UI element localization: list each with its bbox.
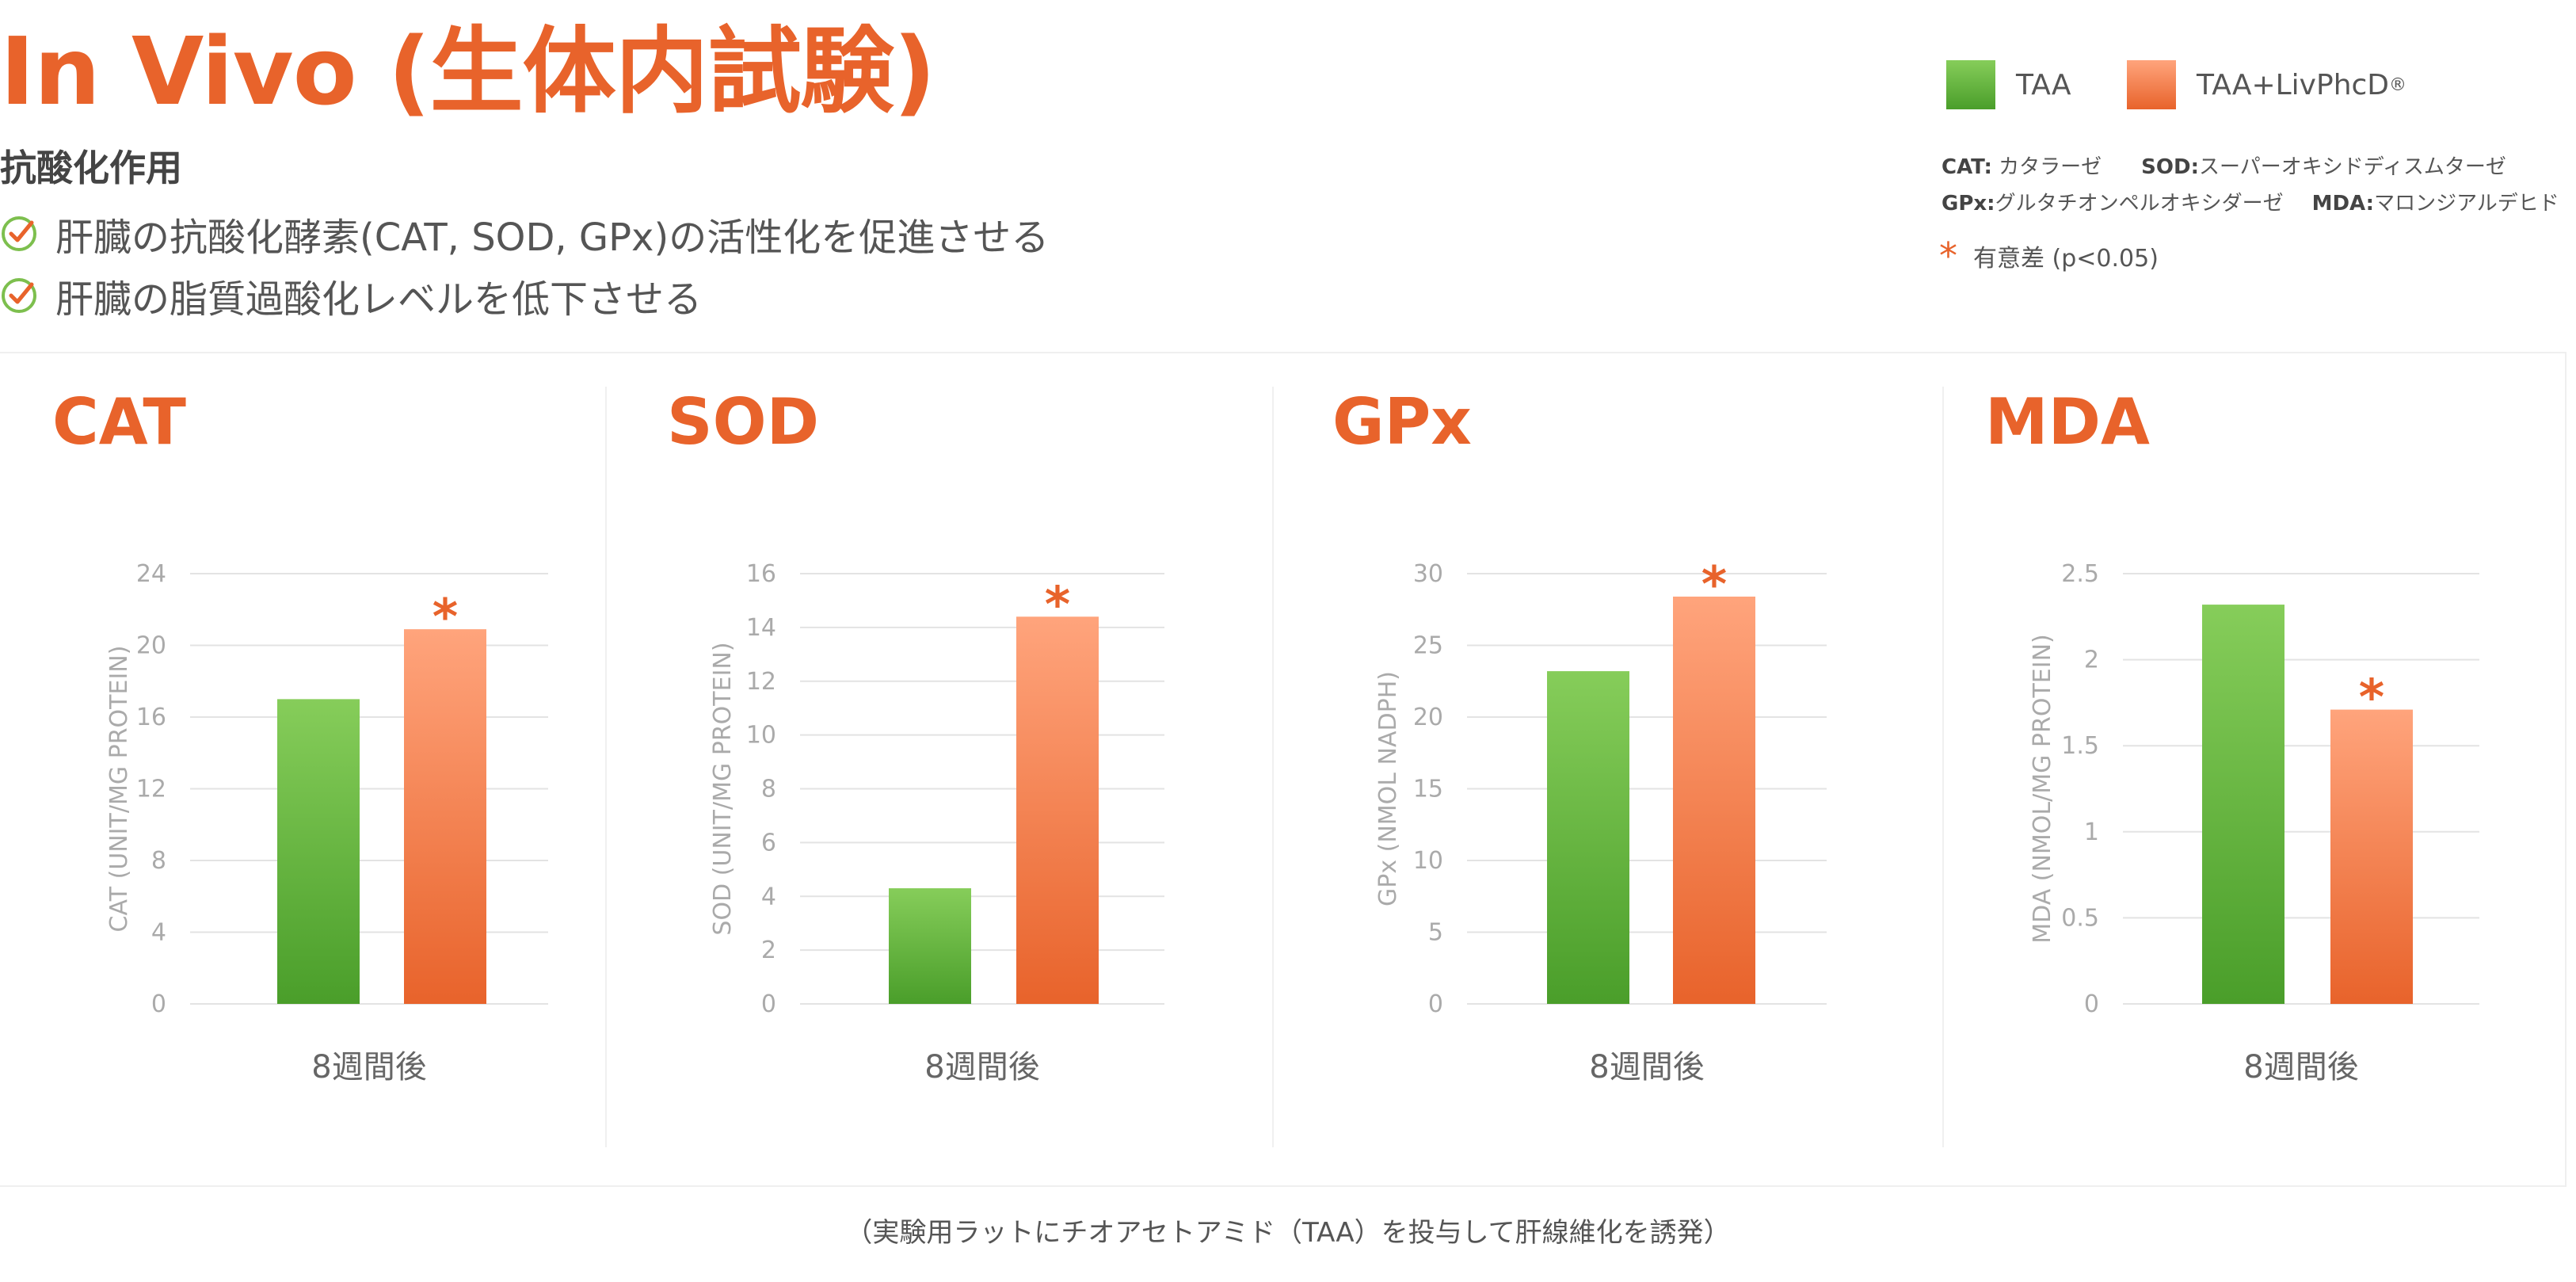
y-tick-label: 15 <box>1413 776 1443 803</box>
x-category-label: 8週間後 <box>311 1049 426 1086</box>
abbreviation-line: CAT: カタラーゼ SOD:スーパーオキシドディスムターゼ <box>1942 151 2506 180</box>
y-tick-label: 25 <box>1413 632 1443 660</box>
significance-text: 有意差 (p<0.05) <box>1973 245 2159 273</box>
bar-taa-livphcd <box>1673 596 1755 1004</box>
abbr-key: GPx: <box>1942 192 1995 216</box>
page-title: In Vivo (生体内試験) <box>0 17 936 126</box>
y-axis-label: MDA (NMOL/MG PROTEIN) <box>2029 634 2056 943</box>
bar-taa-livphcd <box>2330 709 2413 1004</box>
legend-label: TAA+LivPhcD <box>2197 68 2390 101</box>
significance-note: * 有意差 (p<0.05) <box>1939 238 2159 274</box>
x-category-label: 8週間後 <box>1589 1049 1704 1086</box>
panel-divider <box>605 387 607 1147</box>
chart-title-sod: SOD <box>667 385 820 459</box>
section-subtitle: 抗酸化作用 <box>0 147 182 189</box>
y-tick-label: 10 <box>1413 847 1443 875</box>
chart-title-cat: CAT <box>52 385 186 459</box>
y-tick-label: 1 <box>2084 818 2099 846</box>
y-tick-label: 5 <box>1428 919 1443 947</box>
y-tick-label: 20 <box>1413 704 1443 731</box>
y-tick-label: 1.5 <box>2061 732 2099 760</box>
y-tick-label: 0 <box>2084 990 2099 1018</box>
bar-taa-livphcd <box>404 629 486 1004</box>
x-category-label: 8週間後 <box>2243 1049 2358 1086</box>
y-tick-label: 4 <box>151 919 166 947</box>
abbr-value: グルタチオンペルオキシダーゼ <box>1995 192 2284 216</box>
significance-asterisk: * <box>1045 575 1070 633</box>
bullet-text: 肝臓の抗酸化酵素(CAT, SOD, GPx)の活性化を促進させる <box>55 216 1050 260</box>
abbr-key: MDA: <box>2311 192 2375 216</box>
y-tick-label: 14 <box>746 614 776 642</box>
y-tick-label: 16 <box>746 560 776 588</box>
bar-taa <box>277 699 360 1004</box>
y-tick-label: 8 <box>151 847 166 875</box>
legend-label: TAA <box>2016 68 2071 101</box>
y-tick-label: 10 <box>746 722 776 750</box>
significance-asterisk: * <box>1701 555 1727 613</box>
bar-taa-livphcd <box>1016 616 1099 1004</box>
y-tick-label: 2.5 <box>2061 560 2099 588</box>
abbr-key: SOD: <box>2141 155 2199 179</box>
y-tick-label: 0 <box>1428 990 1443 1018</box>
bullet-item: 肝臓の脂質過酸化レベルを低下させる <box>0 268 702 323</box>
y-tick-label: 12 <box>136 776 166 803</box>
chart-title-mda: MDA <box>1985 385 2150 459</box>
legend-item-taa: TAA <box>1946 60 2071 109</box>
abbr-value: マロンジアルデヒド <box>2374 192 2559 216</box>
x-category-label: 8週間後 <box>924 1049 1039 1086</box>
y-axis-label: GPx (NMOL NADPH) <box>1374 671 1402 906</box>
y-axis-label: SOD (UNIT/MG PROTEIN) <box>709 642 737 935</box>
bullet-text: 肝臓の脂質過酸化レベルを低下させる <box>55 277 703 322</box>
asterisk-icon: * <box>1939 235 1957 277</box>
abbr-value: カタラーゼ <box>1991 155 2102 179</box>
y-tick-label: 0 <box>151 990 166 1018</box>
y-tick-label: 2 <box>761 937 776 964</box>
chart-title-gpx: GPx <box>1332 385 1472 459</box>
y-tick-label: 2 <box>2084 647 2099 674</box>
panel-divider <box>1272 387 1274 1147</box>
legend-item-taa-livphcd: TAA+LivPhcD ® <box>2127 60 2406 109</box>
registered-mark: ® <box>2389 74 2407 95</box>
y-tick-label: 24 <box>136 560 166 588</box>
y-tick-label: 16 <box>136 704 166 731</box>
charts-panel <box>0 352 2566 1187</box>
bullet-item: 肝臓の抗酸化酵素(CAT, SOD, GPx)の活性化を促進させる <box>0 206 1049 261</box>
y-tick-label: 12 <box>746 668 776 696</box>
y-tick-label: 0 <box>761 990 776 1018</box>
bar-taa <box>889 888 971 1004</box>
panel-divider <box>1942 387 1944 1147</box>
bar-taa <box>1547 671 1629 1004</box>
check-circle-icon <box>2 216 36 251</box>
abbr-key: CAT: <box>1942 155 1992 179</box>
y-tick-label: 30 <box>1413 560 1443 588</box>
y-axis-label: CAT (UNIT/MG PROTEIN) <box>105 646 133 933</box>
bar-taa <box>2202 605 2284 1004</box>
significance-asterisk: * <box>433 588 458 646</box>
check-circle-icon <box>2 278 36 313</box>
footer-note: （実験用ラットにチオアセトアミド（TAA）を投与して肝線維化を誘発） <box>845 1217 1731 1249</box>
significance-asterisk: * <box>2359 669 2384 727</box>
y-tick-label: 0.5 <box>2061 904 2099 932</box>
y-tick-label: 6 <box>761 829 776 857</box>
y-tick-label: 4 <box>761 883 776 910</box>
y-tick-label: 20 <box>136 632 166 660</box>
legend-swatch-taa-livphcd <box>2127 60 2176 109</box>
abbreviation-line: GPx:グルタチオンペルオキシダーゼ MDA:マロンジアルデヒド <box>1942 187 2559 216</box>
y-tick-label: 8 <box>761 776 776 803</box>
legend-swatch-taa <box>1946 60 1995 109</box>
abbr-value: スーパーオキシドディスムターゼ <box>2198 155 2506 179</box>
